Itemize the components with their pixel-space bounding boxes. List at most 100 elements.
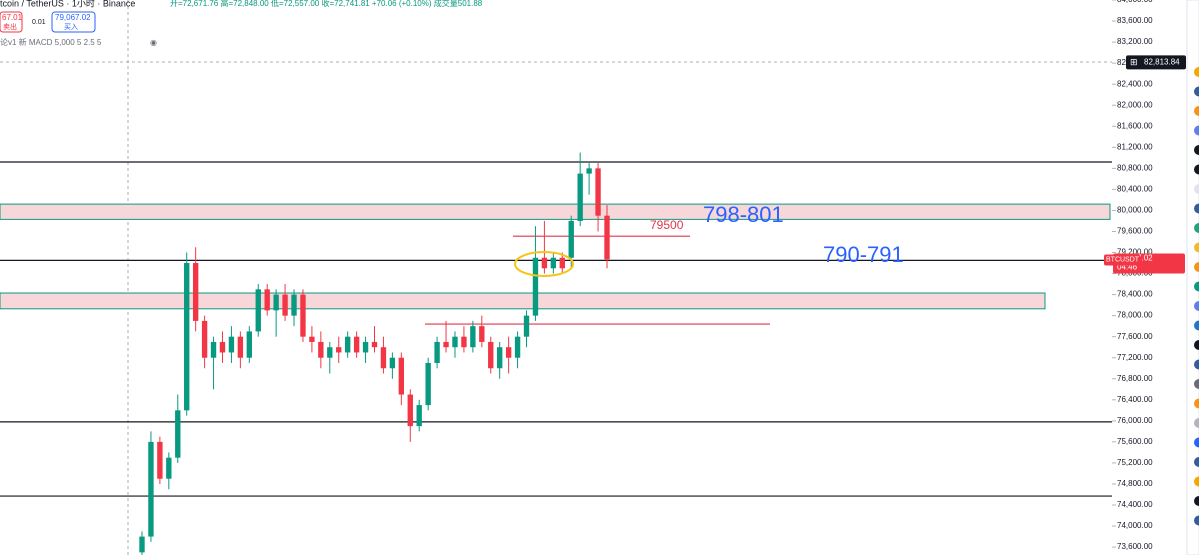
toolbar-icon (1194, 125, 1199, 136)
candle-body (425, 362, 431, 406)
toolbar-icon (1194, 496, 1199, 506)
candle-body (479, 326, 485, 342)
toolbar-icon (1194, 437, 1199, 448)
candle-body (586, 168, 592, 174)
candle-body (604, 215, 610, 260)
y-tick-label: 73,600.00 (1117, 542, 1153, 551)
candle-body (595, 168, 601, 216)
candle-body (514, 336, 521, 358)
candle-body (139, 536, 145, 553)
candle-body (532, 257, 539, 316)
y-tick-label: 78,400.00 (1117, 290, 1153, 299)
toolbar-icon (1194, 164, 1199, 175)
price-axis (1112, 0, 1187, 555)
y-tick-label: 80,800.00 (1117, 163, 1153, 172)
plot: 79500 798-801 790-791 (0, 152, 1112, 555)
candle-body (246, 331, 252, 358)
candle-body (184, 263, 190, 411)
crosshair-plus: ⊞ (1130, 57, 1138, 67)
candle-body (550, 257, 557, 269)
y-tick-label: 74,400.00 (1117, 500, 1153, 509)
eye-icon[interactable]: ◉ (150, 38, 157, 47)
y-tick-label: 80,400.00 (1117, 184, 1153, 193)
toolbar-icon (1194, 457, 1199, 467)
y-tick-label: 75,600.00 (1117, 437, 1153, 446)
candle-body (291, 294, 297, 316)
toolbar-icon (1194, 242, 1199, 253)
candle-body (434, 341, 440, 363)
candle-body (192, 263, 199, 321)
y-tick-label: 82,400.00 (1117, 79, 1153, 88)
highlight-ellipse (514, 251, 574, 277)
candle-body (568, 220, 574, 258)
y-tick-label: 83,600.00 (1117, 16, 1153, 25)
toolbar-icon (1194, 184, 1199, 194)
buy-button[interactable] (51, 11, 96, 33)
candle-body (344, 336, 351, 353)
toolbar-icon (1194, 145, 1199, 155)
candle-body (336, 347, 342, 353)
candle-body (398, 357, 405, 395)
y-tick-label: 83,200.00 (1117, 37, 1153, 46)
toolbar-icon (1194, 223, 1199, 233)
candle-body (300, 294, 306, 337)
side-toolbar (1186, 0, 1199, 555)
support-zone (0, 203, 1111, 220)
candle-body (318, 341, 324, 358)
candle-body (523, 315, 530, 337)
toolbar-icon (1194, 67, 1199, 77)
toolbar-icon (1194, 418, 1199, 428)
candle-body (505, 347, 512, 358)
candle-body (488, 341, 494, 369)
candle-body (380, 347, 387, 369)
y-tick-label: 80,000.00 (1117, 206, 1153, 215)
annotation: 790-791 (823, 242, 904, 267)
y-tick-label: 76,000.00 (1117, 416, 1153, 425)
y-tick-label: 81,200.00 (1117, 142, 1153, 151)
candle-body (210, 341, 217, 358)
toolbar-icon (1194, 476, 1199, 487)
buy-price: 79,067.02 (55, 13, 91, 22)
y-tick-label: 76,800.00 (1117, 374, 1153, 383)
candle-body (577, 173, 583, 221)
candle-body (282, 294, 288, 316)
toolbar-icon (1194, 515, 1199, 526)
candle-body (228, 336, 235, 353)
toolbar-icon (1194, 340, 1199, 350)
y-tick-label: 74,800.00 (1117, 479, 1153, 488)
candle-body (255, 289, 261, 332)
crosshair-price: 82,813.84 (1144, 58, 1180, 67)
candle-body (219, 341, 226, 353)
y-tick-label: 79,200.00 (1117, 248, 1153, 257)
y-tick-label: 76,400.00 (1117, 395, 1153, 404)
y-tick-label: 82,000.00 (1117, 100, 1153, 109)
symbol-title: tcoin / TetherUS · 1小时 · Binance (0, 0, 135, 8)
toolbar-icon (1194, 398, 1199, 409)
spread: 0.01 (32, 19, 46, 26)
toolbar-icon (1194, 262, 1199, 272)
toolbar-icon (1194, 320, 1199, 331)
candle-body (166, 457, 172, 479)
sell-button[interactable] (0, 11, 23, 33)
buy-label: 买入 (64, 23, 78, 31)
y-tick-label: 77,600.00 (1117, 332, 1153, 341)
candle-body (273, 294, 279, 311)
countdown: 04:46 (1117, 263, 1138, 272)
y-tick-label: 77,200.00 (1117, 353, 1153, 362)
crosshair-tag (1126, 55, 1186, 70)
toolbar-icon (1194, 379, 1199, 389)
candle-body (497, 347, 503, 369)
candle-body (237, 336, 244, 358)
candle-body (443, 341, 449, 348)
y-tick-label: 78,000.00 (1117, 311, 1153, 320)
y-tick-label: 75,200.00 (1117, 458, 1153, 467)
symbol-tag (1104, 254, 1140, 266)
sell-label: 卖出 (3, 22, 17, 31)
candle-body (362, 341, 369, 353)
annotation: 79500 (650, 218, 684, 232)
toolbar-icons (1194, 67, 1199, 526)
candle-body (309, 336, 315, 342)
y-tick-label: 84,000.00 (1117, 0, 1153, 4)
candle-body (541, 257, 548, 269)
